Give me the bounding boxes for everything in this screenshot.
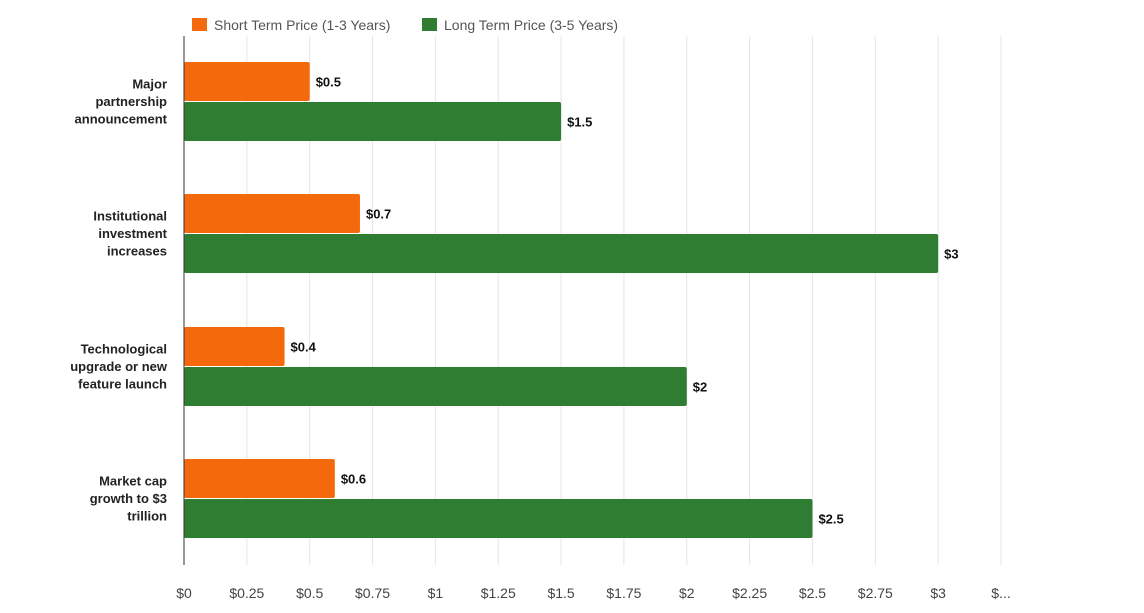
bar [184,194,360,233]
bar [184,102,562,141]
category-label: Market cap growth to $3 trillion [90,474,167,524]
bar [184,62,310,101]
axes: $0 $0.25 $0.5 $0.75 $1 $1.25 $1.5 $1.75 $2 $2.25 $… [70,36,1011,601]
bar [184,499,813,538]
category-label: Technological upgrade or new feature launc… [70,342,168,392]
bars: $0.5 $1.5 $0.7 $3 $0.4 $2 $0.6 $2.5 [184,62,959,538]
legend-label: Long Term Price (3-5 Years) [444,17,618,33]
legend-swatch [422,18,437,31]
x-tick-label: $0.5 [296,585,323,601]
x-tick-label: $0 [176,585,192,601]
bar [184,367,687,406]
x-tick-label: $1.75 [606,585,641,601]
x-tick-label: $3 [930,585,946,601]
legend: Short Term Price (1-3 Years) Long Term Pr… [192,17,618,33]
legend-label: Short Term Price (1-3 Years) [214,17,390,33]
data-label: $2.5 [818,512,843,527]
x-tick-label: $2 [679,585,695,601]
category-label: Institutional investment increases [93,209,167,259]
x-tick-label: $1 [428,585,444,601]
data-label: $0.7 [366,207,391,222]
data-label: $1.5 [567,115,592,130]
data-label: $0.5 [316,75,341,90]
data-label: $0.4 [291,340,317,355]
data-label: $0.6 [341,472,366,487]
legend-swatch [192,18,207,31]
x-tick-label: $1.25 [481,585,516,601]
bar [184,234,939,273]
data-label: $2 [693,380,707,395]
x-tick-label: $1.5 [547,585,574,601]
x-tick-label: $... [991,585,1010,601]
x-tick-label: $2.25 [732,585,767,601]
x-tick-label: $0.75 [355,585,390,601]
x-tick-label: $2.75 [858,585,893,601]
x-tick-label: $2.5 [799,585,826,601]
category-label: Major partnership announcement [75,77,168,127]
bar [184,459,335,498]
bar [184,327,285,366]
x-tick-label: $0.25 [229,585,264,601]
data-label: $3 [944,247,958,262]
